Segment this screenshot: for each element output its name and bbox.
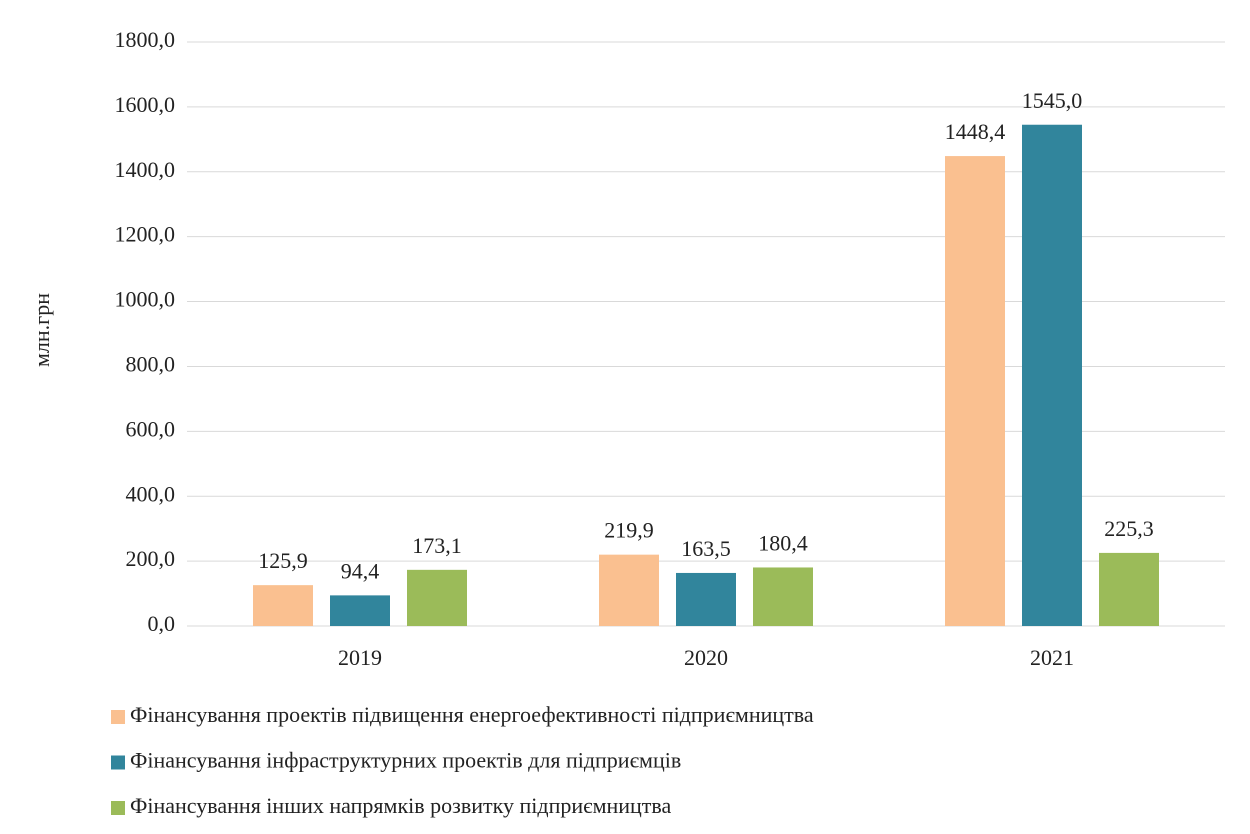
value-label: 1545,0	[1022, 88, 1083, 113]
x-tick-label: 2021	[1030, 645, 1074, 670]
legend-swatch	[111, 755, 125, 770]
value-label: 225,3	[1104, 516, 1154, 541]
value-label: 125,9	[258, 548, 308, 573]
legend-swatch	[111, 710, 125, 724]
y-axis-label: млн.грн	[29, 293, 54, 367]
y-tick-label: 1000,0	[115, 287, 176, 312]
value-label: 180,4	[758, 531, 808, 556]
bar	[599, 554, 659, 626]
bar	[330, 595, 390, 626]
value-label: 94,4	[341, 558, 380, 583]
y-tick-label: 400,0	[126, 481, 176, 506]
value-label: 1448,4	[945, 119, 1006, 144]
bar	[407, 569, 467, 626]
legend-label: Фінансування інших напрямків розвитку пі…	[130, 793, 672, 818]
y-tick-label: 1800,0	[115, 27, 176, 52]
value-label: 163,5	[681, 536, 731, 561]
value-label: 219,9	[604, 518, 654, 543]
y-tick-label: 200,0	[126, 546, 176, 571]
bar	[1099, 552, 1159, 626]
bar	[253, 585, 313, 626]
y-tick-label: 1400,0	[115, 157, 176, 182]
y-tick-label: 800,0	[126, 351, 176, 376]
x-tick-label: 2019	[338, 645, 382, 670]
y-tick-label: 0,0	[148, 611, 176, 636]
y-tick-label: 1200,0	[115, 222, 176, 247]
y-tick-label: 1600,0	[115, 92, 176, 117]
legend-swatch	[111, 801, 125, 815]
bar	[945, 156, 1005, 627]
legend-label: Фінансування інфраструктурних проектів д…	[130, 748, 681, 773]
legend-label: Фінансування проектів підвищення енергое…	[130, 702, 814, 727]
value-label: 173,1	[412, 533, 462, 558]
bar	[1022, 124, 1082, 626]
bar	[753, 567, 813, 626]
x-tick-label: 2020	[684, 645, 728, 670]
bar	[676, 572, 736, 626]
y-tick-label: 600,0	[126, 416, 176, 441]
